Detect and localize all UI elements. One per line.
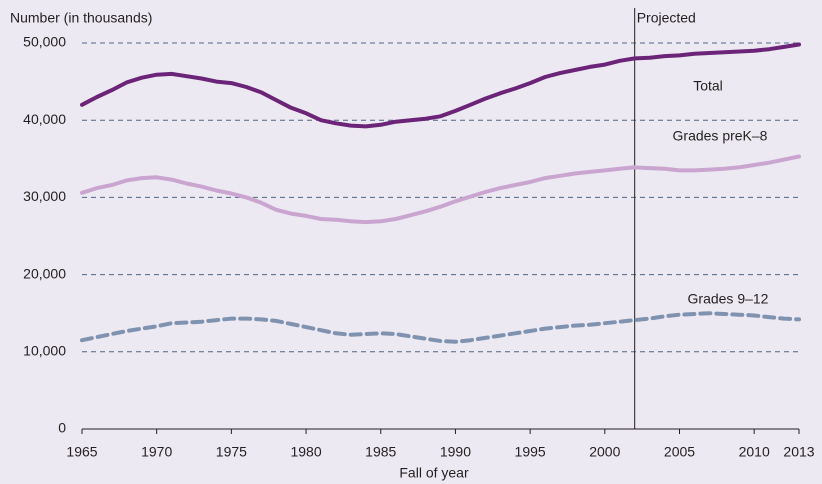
x-tick-label: 1970	[141, 444, 172, 460]
series-label: Grades 9–12	[688, 291, 769, 307]
x-tick-label: 1985	[365, 444, 396, 460]
series-label: Grades preK–8	[673, 128, 768, 144]
x-axis-label: Fall of year	[399, 465, 469, 481]
x-tick-label: 2000	[589, 444, 620, 460]
series-line	[80, 42, 801, 129]
x-tick-label: 2005	[664, 444, 695, 460]
x-tick-label: 2013	[783, 444, 814, 460]
y-tick-label: 10,000	[23, 343, 66, 359]
x-tick-label: 1980	[290, 444, 321, 460]
y-tick-label: 0	[58, 420, 66, 436]
y-axis-label: Number (in thousands)	[10, 10, 152, 26]
x-tick-label: 2010	[739, 444, 770, 460]
annotation: Projected	[637, 10, 696, 26]
x-tick-label: 1965	[66, 444, 97, 460]
y-tick-label: 50,000	[23, 34, 66, 50]
series-line	[80, 311, 801, 344]
series-label: Total	[693, 78, 723, 94]
y-tick-label: 40,000	[23, 111, 66, 127]
x-tick-label: 1990	[440, 444, 471, 460]
series-line	[80, 154, 801, 225]
y-tick-label: 30,000	[23, 188, 66, 204]
x-tick-label: 1975	[216, 444, 247, 460]
y-tick-label: 20,000	[23, 265, 66, 281]
x-tick-label: 1995	[515, 444, 546, 460]
